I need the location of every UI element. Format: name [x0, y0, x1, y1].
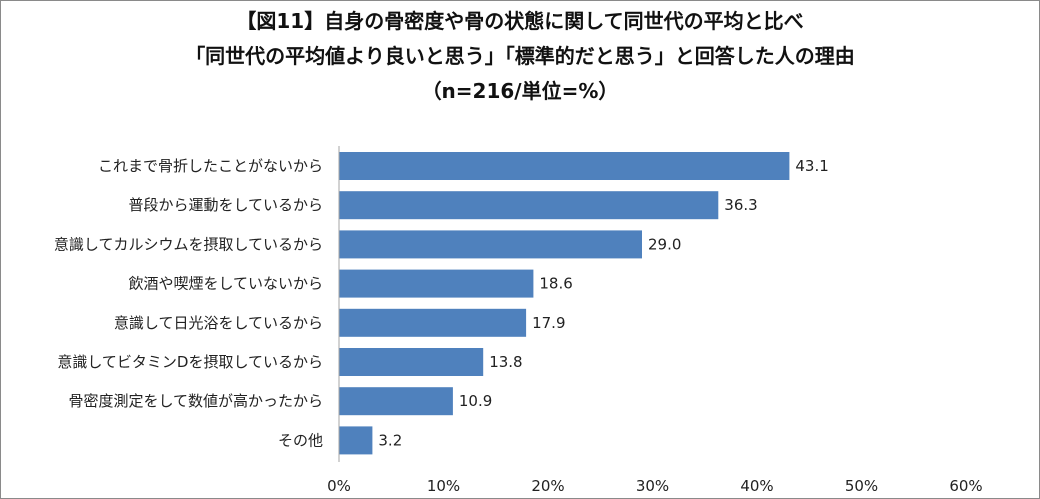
- bar-1: [339, 191, 719, 220]
- bars-group: [339, 152, 790, 455]
- value-label-4: 17.9: [532, 314, 565, 332]
- bar-6: [339, 387, 453, 416]
- chart-title-line-1: 【図11】自身の骨密度や骨の状態に関して同世代の平均と比べ: [236, 9, 804, 33]
- value-label-6: 10.9: [459, 392, 492, 410]
- chart-title: 【図11】自身の骨密度や骨の状態に関して同世代の平均と比べ 「同世代の平均値より…: [0, 4, 1040, 109]
- x-tick-label-0: 0%: [327, 477, 351, 495]
- bar-5: [339, 348, 484, 376]
- category-label-6: 骨密度測定をして数値が高かったから: [68, 392, 323, 410]
- bar-4: [339, 308, 527, 337]
- value-label-2: 29.0: [648, 235, 681, 253]
- category-label-0: これまで骨折したことがないから: [98, 157, 323, 175]
- value-label-0: 43.1: [795, 157, 828, 175]
- chart-title-line-2: 「同世代の平均値より良いと思う」「標準的だと思う」と回答した人の理由: [185, 44, 855, 68]
- category-label-7: その他: [278, 431, 323, 449]
- value-label-1: 36.3: [724, 196, 757, 214]
- category-label-3: 飲酒や喫煙をしていないから: [128, 275, 323, 293]
- value-labels: 43.1 36.3 29.0 18.6 17.9 13.8 10.9 3.2: [378, 157, 828, 449]
- category-labels: これまで骨折したことがないから普段から運動をしているから意識してカルシウムを摂取…: [54, 157, 323, 449]
- category-label-1: 普段から運動をしているから: [128, 196, 323, 214]
- category-label-4: 意識して日光浴をしているから: [114, 314, 323, 332]
- bar-7: [339, 426, 373, 455]
- x-tick-label-4: 40%: [740, 477, 773, 495]
- value-label-7: 3.2: [378, 431, 402, 449]
- value-label-5: 13.8: [489, 353, 522, 371]
- category-label-5: 意識してビタミンDを摂取しているから: [57, 353, 323, 371]
- x-tick-label-5: 50%: [845, 477, 878, 495]
- chart-title-line-3: （n=216/単位=%）: [421, 79, 619, 103]
- x-tick-label-6: 60%: [949, 477, 982, 495]
- bar-3: [339, 269, 534, 298]
- bar-0: [339, 152, 790, 180]
- x-tick-labels: 0% 10% 20% 30% 40% 50% 60%: [327, 477, 983, 495]
- x-tick-label-1: 10%: [427, 477, 460, 495]
- x-tick-label-3: 30%: [636, 477, 669, 495]
- value-label-3: 18.6: [539, 275, 572, 293]
- bar-2: [339, 230, 642, 259]
- x-tick-label-2: 20%: [531, 477, 564, 495]
- category-label-2: 意識してカルシウムを摂取しているから: [54, 235, 323, 253]
